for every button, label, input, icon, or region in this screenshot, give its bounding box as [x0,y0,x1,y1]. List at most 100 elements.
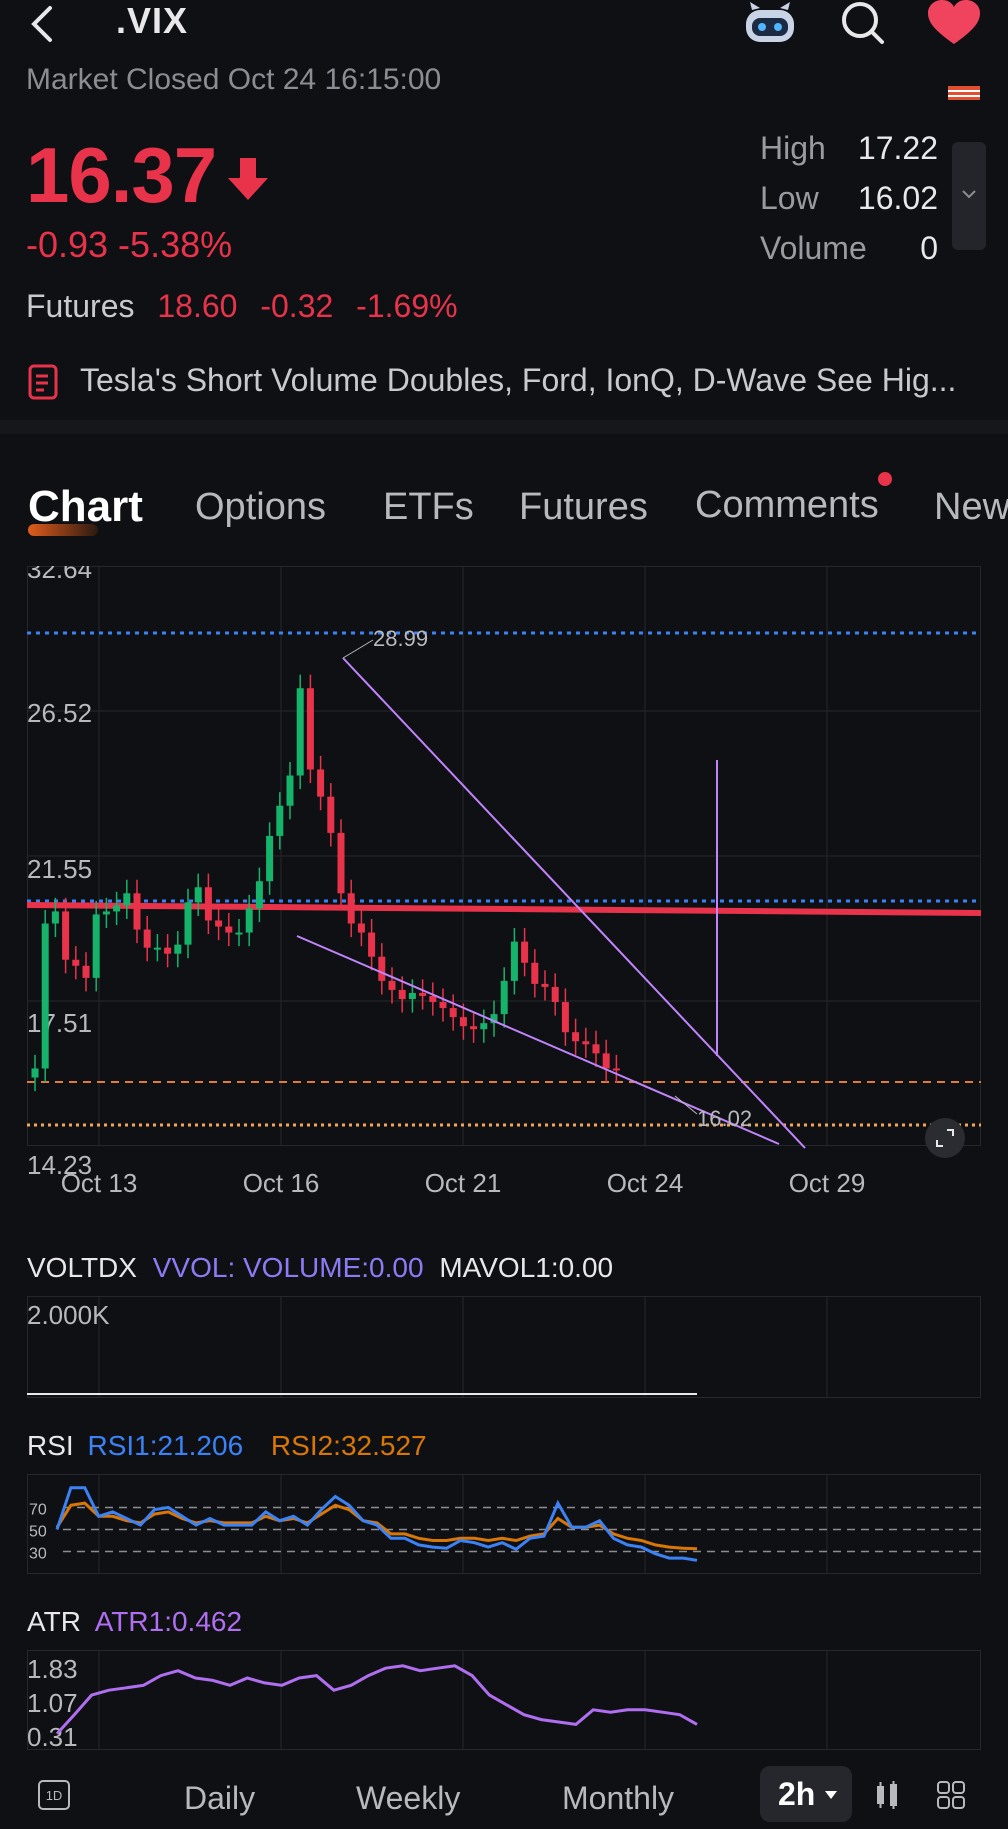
futures-pct: -1.69% [356,288,458,324]
candle-body [582,1041,590,1045]
low-value: 16.02 [857,180,938,216]
chart-frame [27,1296,981,1398]
period-2h-label: 2h [778,1776,816,1812]
candle-body [521,941,529,963]
section-divider [0,420,1008,434]
down-arrow-icon [228,158,268,200]
candle-body [449,1008,457,1018]
tab-options[interactable]: Options [195,486,326,528]
futures-label: Futures [26,288,135,324]
candle-body [286,775,294,806]
search-icon[interactable] [838,0,886,46]
candle-body [602,1053,610,1069]
candle-body [470,1026,478,1030]
period-2h-button[interactable]: 2h [760,1766,852,1822]
low-label: Low [760,180,819,216]
volume-chart[interactable]: 2.000K [27,1296,981,1398]
candle-body [337,832,345,894]
candle-body [215,920,223,927]
caret-down-icon [825,1791,837,1799]
candle-body [113,905,121,912]
rsi-label: RSI [27,1430,74,1461]
news-headline[interactable]: Tesla's Short Volume Doubles, Ford, IonQ… [80,362,957,398]
chart-frame [27,1650,981,1750]
fullscreen-bg [925,1118,965,1158]
y-tick-label: 32.64 [27,566,92,584]
candle-body [388,980,396,990]
expand-stats-button[interactable] [952,142,986,250]
candle-body [592,1044,600,1054]
robot-icon[interactable] [742,0,798,46]
symbol-title: .VIX [116,0,189,41]
candle-body [153,947,161,950]
tab-comments[interactable]: Comments [695,484,879,526]
y-tick-label: 14.23 [27,1150,92,1180]
fullscreen-icon [936,1129,954,1147]
voltdx-label: VOLTDX [27,1252,137,1283]
svg-text:1D: 1D [46,1788,63,1803]
tab-etfs[interactable]: ETFs [383,486,474,528]
price-change: -0.93 -5.38% [26,224,233,265]
y-tick-label: 17.51 [27,1008,92,1038]
rsi1-label: RSI1:21.206 [87,1430,244,1461]
volume-value: 0 [920,230,938,266]
rsi-chart[interactable]: 70 50 30 [27,1474,981,1574]
x-tick-label: Oct 24 [607,1168,684,1198]
candle-body [143,929,151,948]
candles-icon[interactable] [872,1780,902,1810]
heart-icon[interactable] [926,0,982,46]
candle-body [398,989,406,1000]
news-icon[interactable] [28,364,60,400]
candle-body [327,796,335,833]
x-tick-label: Oct 21 [425,1168,502,1198]
atr-chart[interactable]: 1.83 1.07 0.31 [27,1650,981,1750]
candle-body [174,944,182,954]
1d-icon[interactable]: 1D [38,1780,70,1810]
candle-body [551,986,559,1003]
tab-futures[interactable]: Futures [519,486,648,528]
tab-underline [28,524,98,536]
us-flag-icon [948,86,980,100]
low-annotation: 16.02 [697,1106,752,1131]
futures-price: 18.60 [157,288,238,324]
candle-body [317,769,325,797]
candle-body [102,911,110,915]
candle-body [419,992,427,996]
candle-body [572,1032,580,1042]
candle-body [235,932,243,935]
candle-body [541,983,549,987]
grid-icon[interactable] [936,1780,966,1810]
candle-body [41,923,49,1069]
y-tick-label: 50 [29,1524,47,1541]
candle-body [480,1023,488,1030]
tab-chart[interactable]: Chart [28,482,143,531]
candle-body [225,926,233,933]
bottom-bar [0,1762,1008,1829]
candle-body [245,908,253,933]
y-tick-label: 1.07 [27,1688,78,1718]
volume-label: Volume [760,230,867,266]
tab-news[interactable]: New [934,486,1008,528]
period-daily[interactable]: Daily [184,1780,256,1816]
rsi-indicator-header: RSI RSI1:21.206 RSI2:32.527 [27,1430,427,1462]
candle-body [266,835,274,882]
x-tick-label: Oct 29 [789,1168,866,1198]
y-tick-label: 21.55 [27,854,92,884]
period-monthly[interactable]: Monthly [562,1780,675,1816]
candle-body [408,992,416,1000]
candle-body [72,959,80,966]
period-weekly[interactable]: Weekly [356,1780,461,1816]
candle-body [123,893,131,906]
candle-body [62,911,70,960]
y-tick-label: 0.31 [27,1722,78,1750]
y-tick-label: 30 [29,1546,47,1563]
fullscreen-button[interactable] [925,1118,965,1158]
candle-body [357,923,365,933]
y-tick-label: 2.000K [27,1300,110,1330]
candle-body [204,887,212,921]
y-tick-label: 26.52 [27,698,92,728]
candle-body [133,893,141,930]
back-icon[interactable] [26,4,62,44]
candle-body [612,1068,620,1071]
